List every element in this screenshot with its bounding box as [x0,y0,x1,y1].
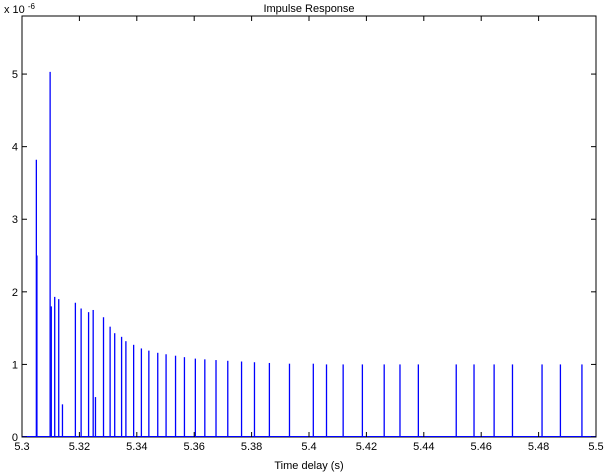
y-tick-label: 1 [12,359,18,371]
y-tick-label: 5 [12,69,18,81]
y-tick-label: 0 [12,432,18,444]
x-tick-label: 5.46 [470,441,491,453]
x-tick-label: 5.34 [126,441,147,453]
x-tick-label: 5.48 [528,441,549,453]
x-tick-label: 5.5 [588,441,603,453]
plot-area [21,15,597,438]
y-tick-label: 3 [12,214,18,226]
y-axis-multiplier-base: x 10 [4,4,25,16]
x-tick-label: 5.4 [301,441,316,453]
y-tick-label: 4 [12,142,18,154]
tick-layer: 5.3 5.32 5.34 5.36 5.38 5.4 5.42 5.44 5.46 5.48 5.… [12,16,604,453]
x-tick-label: 5.3 [14,441,29,453]
y-axis-multiplier-exponent: -6 [28,2,36,11]
x-tick-label: 5.42 [356,441,377,453]
y-tick-label: 2 [12,287,18,299]
chart-title: Impulse Response [263,3,354,15]
y-axis-multiplier: x 10 -6 [4,2,36,16]
x-axis-label: Time delay (s) [274,460,343,472]
x-tick-label: 5.38 [241,441,262,453]
x-tick-label: 5.36 [183,441,204,453]
x-tick-label: 5.32 [69,441,90,453]
x-tick-label: 5.44 [413,441,434,453]
series-layer [22,71,596,437]
